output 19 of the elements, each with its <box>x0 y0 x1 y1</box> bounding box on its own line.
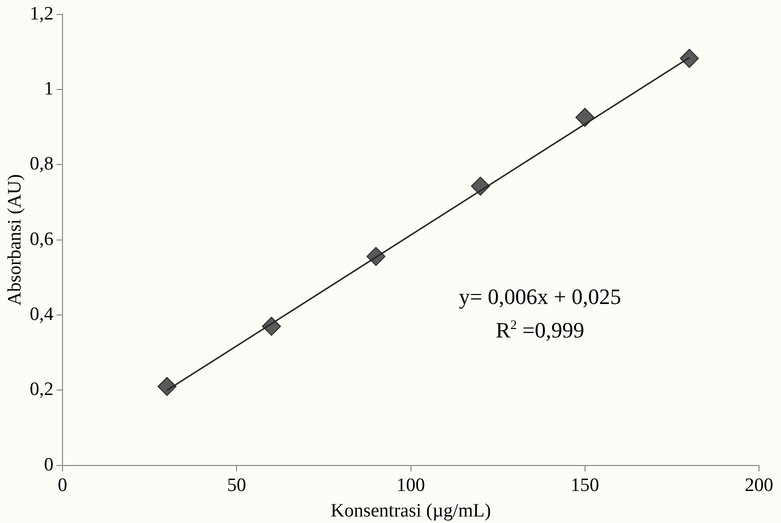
annotation: y= 0,006x + 0,025 <box>458 284 622 309</box>
x-tick-label: 0 <box>58 474 68 496</box>
y-tick-label: 0,2 <box>30 379 54 400</box>
y-axis-title: Absorbansi (AU) <box>4 174 26 306</box>
x-tick-label: 50 <box>227 474 246 496</box>
point <box>680 48 699 68</box>
x-tick-label: 100 <box>396 474 426 496</box>
point <box>575 108 594 127</box>
annotation: R$^{2}$ =0,999 <box>496 317 584 342</box>
y-tick-label: 1,2 <box>30 3 54 24</box>
x-axis-title: Konsentrasi (µg/mL) <box>330 500 491 522</box>
point <box>158 376 177 396</box>
y-tick-label: 0,6 <box>30 228 54 250</box>
y-tick-label: 0,4 <box>30 304 54 326</box>
x-tick-label: 200 <box>744 474 774 496</box>
y-tick-label: 0,8 <box>30 154 54 175</box>
y-tick-label: 1 <box>44 78 54 100</box>
x-tick-label: 150 <box>570 474 600 496</box>
y-tick-label: 0 <box>44 454 54 476</box>
